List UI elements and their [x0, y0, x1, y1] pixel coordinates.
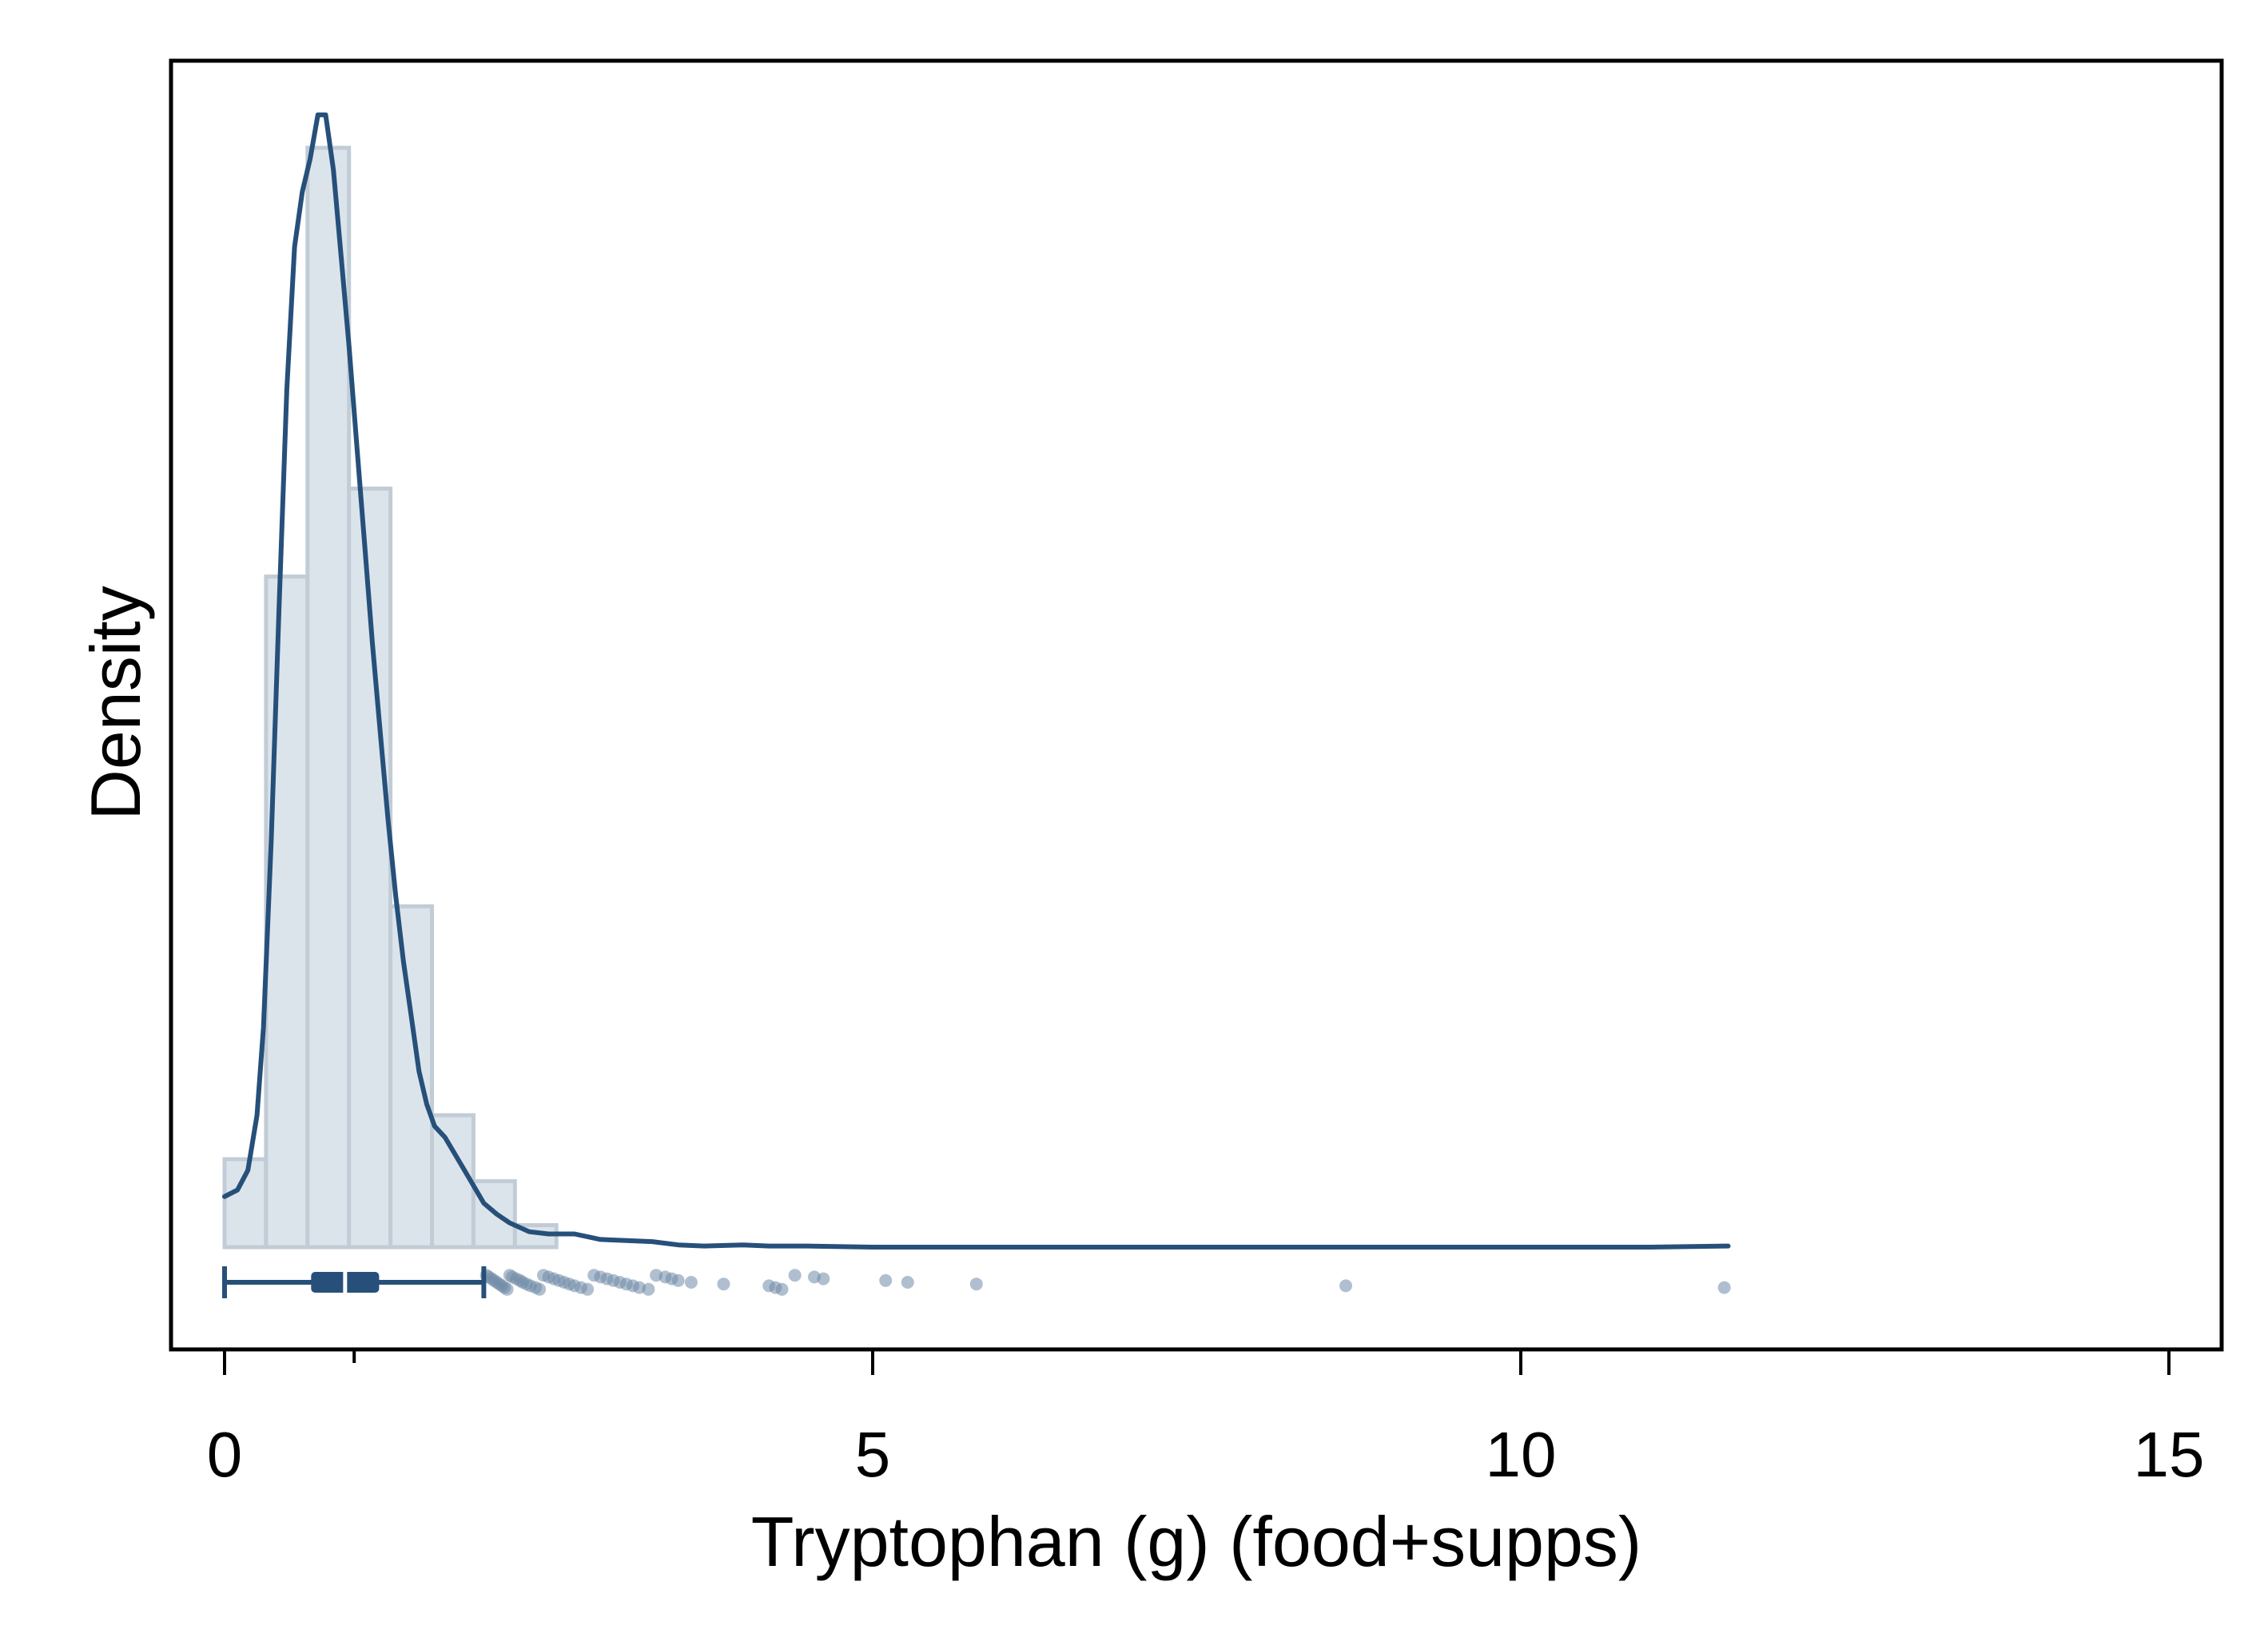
boxplot-group: [222, 1266, 1731, 1298]
density-curve-group: [222, 112, 1731, 1250]
outlier-point: [684, 1276, 698, 1289]
histogram-bar: [305, 145, 352, 1250]
outlier-point: [788, 1269, 802, 1282]
outlier-point: [817, 1272, 830, 1285]
x-axis: 0 5 10 15: [207, 1349, 2205, 1490]
x-axis-title: Tryptophan (g) (food+supps): [751, 1502, 1641, 1581]
x-tick-label: 15: [2134, 1419, 2205, 1490]
outlier-point: [533, 1282, 547, 1296]
histogram-bar: [430, 1113, 475, 1250]
histogram-bar: [388, 904, 435, 1250]
outlier-point: [717, 1277, 730, 1291]
outlier-point: [500, 1282, 514, 1296]
outlier-point: [642, 1282, 655, 1296]
x-tick-label: 5: [855, 1419, 891, 1490]
histogram-bar: [347, 487, 393, 1250]
x-tick-label: 10: [1486, 1419, 1557, 1490]
outlier-point: [969, 1277, 983, 1291]
y-axis-title: Density: [76, 586, 155, 820]
plot-frame: [169, 58, 2224, 1352]
histogram-bars: [222, 145, 559, 1250]
outlier-point: [879, 1274, 893, 1287]
outlier-point: [901, 1276, 914, 1289]
outlier-point: [581, 1282, 595, 1296]
outlier-point: [671, 1274, 685, 1287]
outlier-point: [1717, 1281, 1731, 1294]
x-tick-label: 0: [207, 1419, 243, 1490]
outlier-point: [775, 1282, 789, 1296]
density-curve: [222, 112, 1731, 1250]
histogram-bar: [264, 574, 310, 1250]
outlier-point: [1339, 1279, 1353, 1293]
